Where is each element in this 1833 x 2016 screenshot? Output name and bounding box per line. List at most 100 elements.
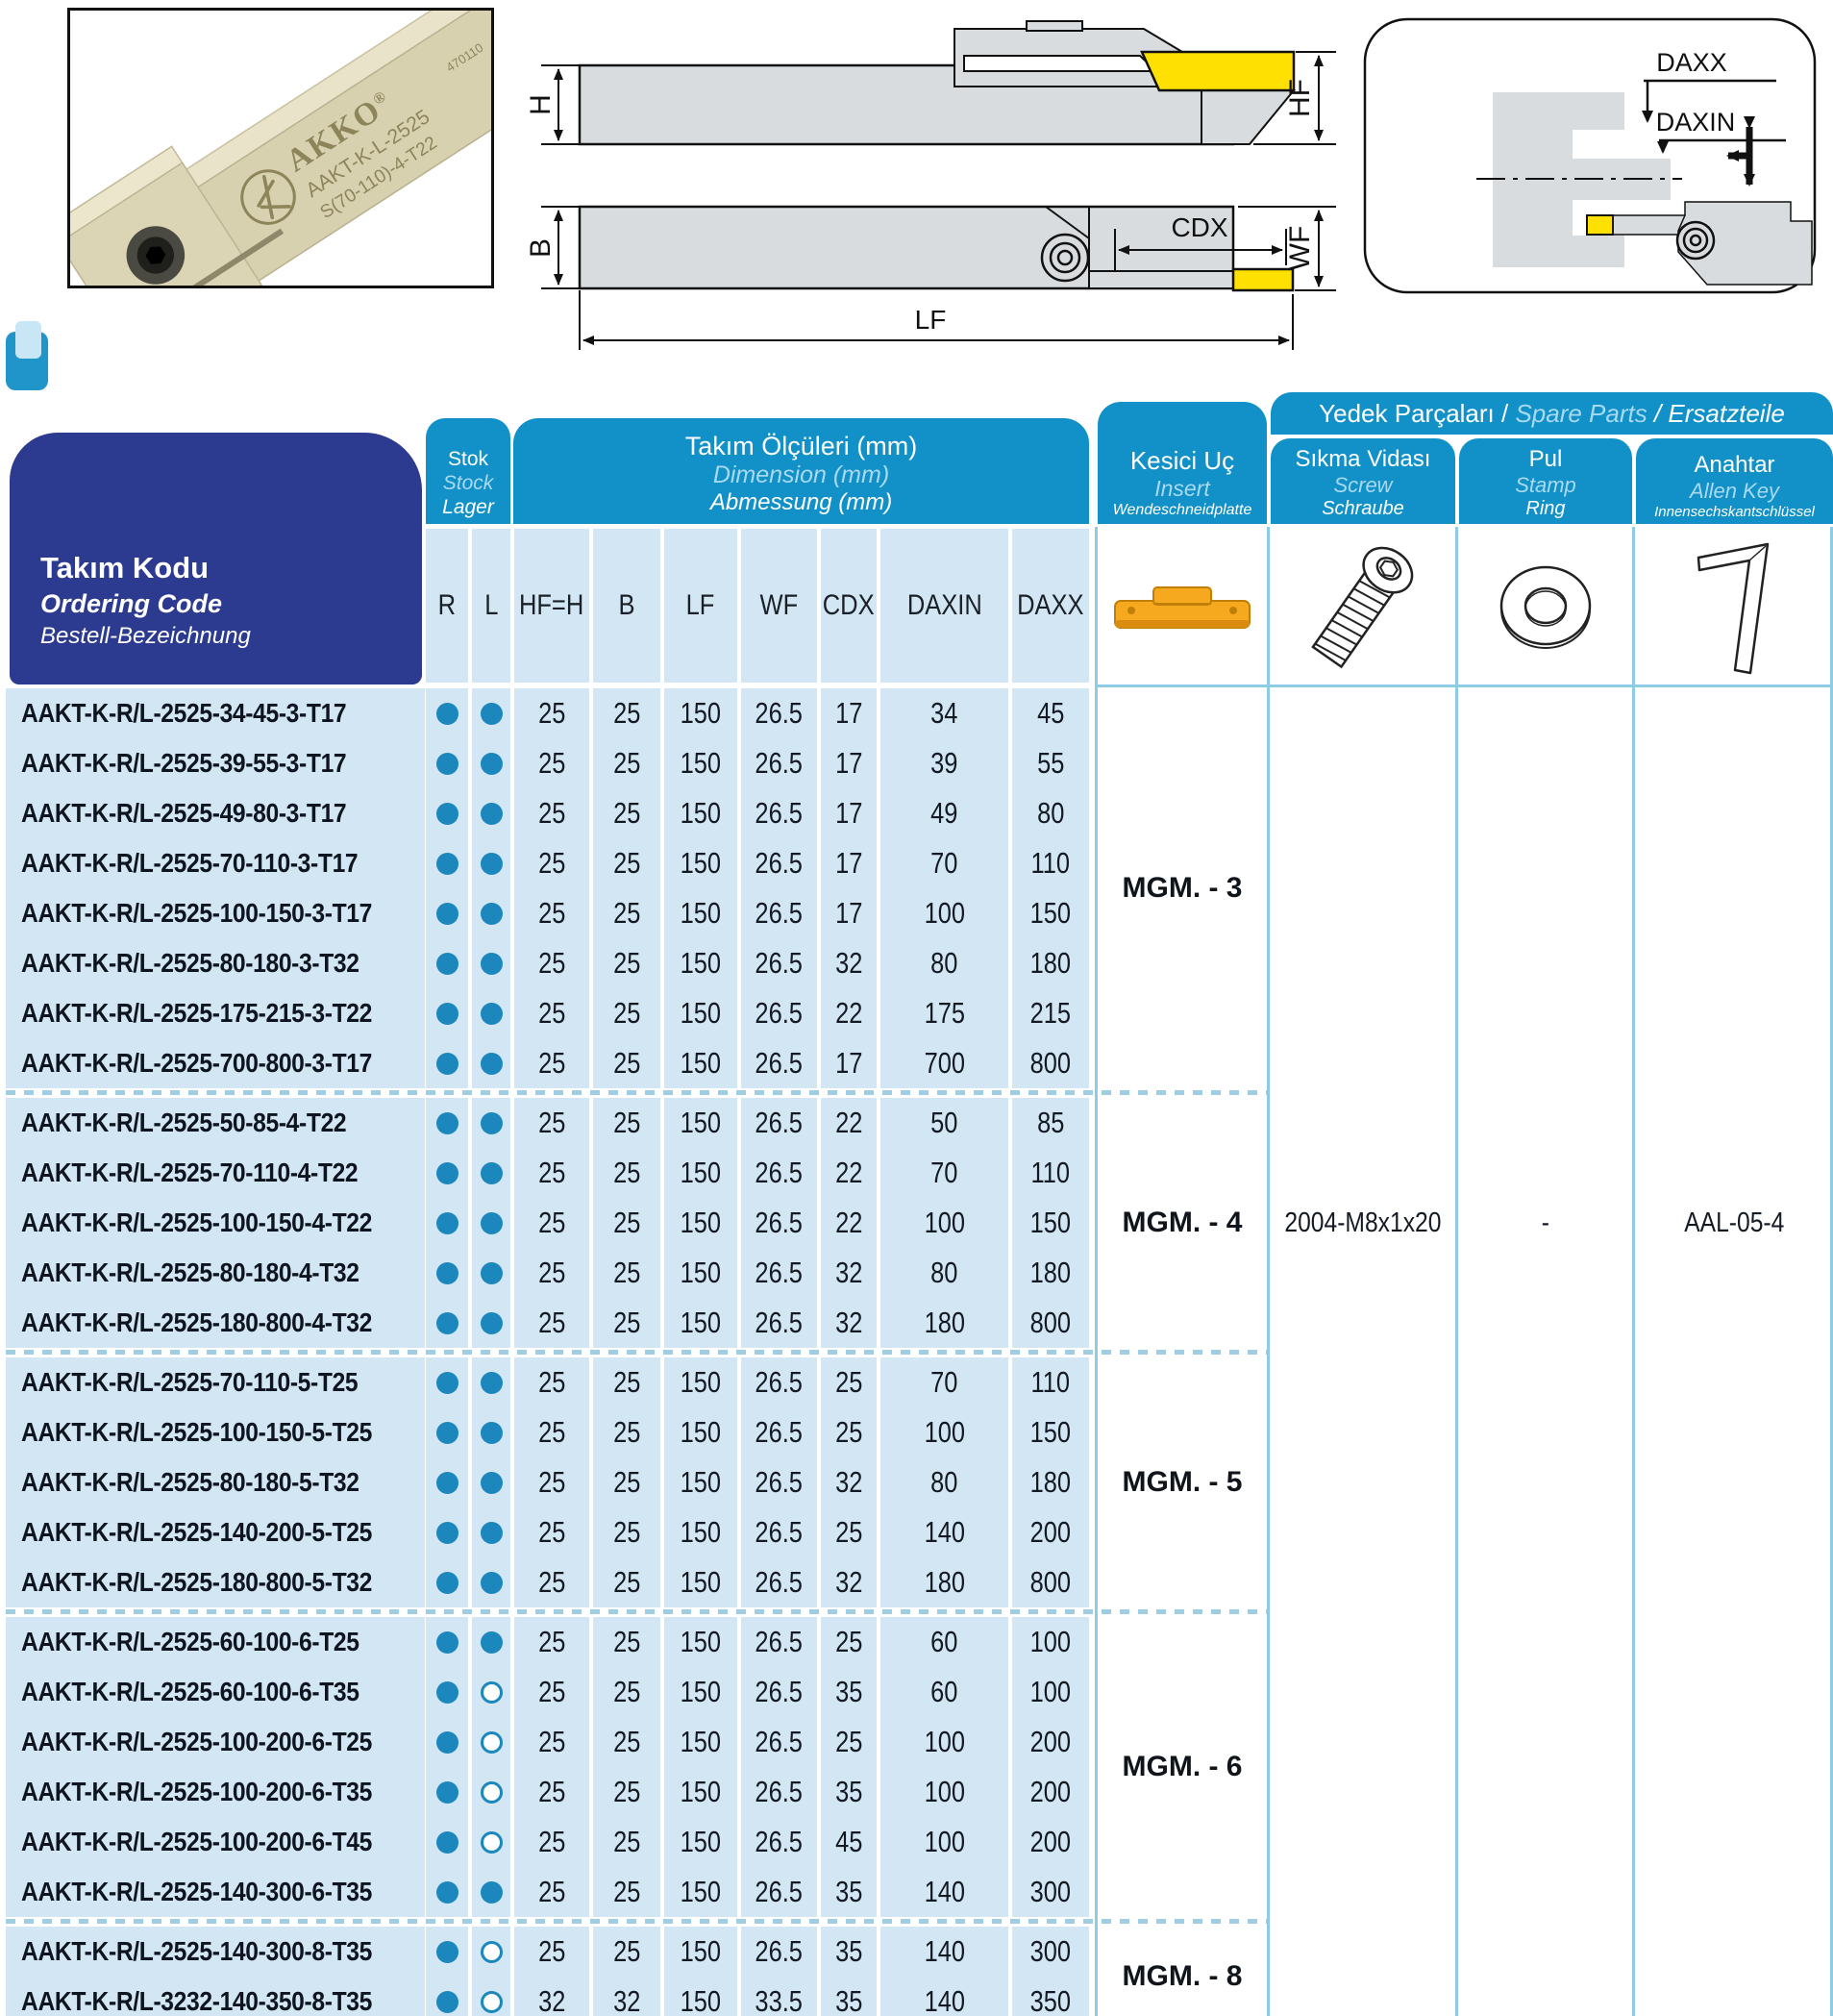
dimension-cell: 100 <box>1012 1667 1089 1717</box>
ordering-code-cell: AAKT-K-R/L-2525-60-100-6-T35 <box>6 1667 425 1717</box>
dim-label-hf: HF <box>1284 79 1316 117</box>
dimension-cell: 180 <box>880 1557 1008 1607</box>
col-label-daxx: DAXX <box>1012 529 1089 683</box>
stock-cell-l <box>472 738 510 788</box>
dimension-cell: 26.5 <box>741 1507 817 1557</box>
header-tr: Anahtar <box>1694 452 1775 478</box>
dimension-cell: 25 <box>593 1667 660 1717</box>
ring-header: Pul Stamp Ring <box>1459 438 1632 524</box>
header-tr: Pul <box>1528 446 1563 472</box>
dimension-cell: 17 <box>821 688 877 738</box>
table-row: AAKT-K-R/L-2525-175-215-3-T22 25 25 150 26.5… <box>6 988 1092 1038</box>
dimension-cell: 25 <box>514 1148 589 1198</box>
dimension-cell: 110 <box>1012 1148 1089 1198</box>
stock-cell-r <box>426 1148 468 1198</box>
dimension-cell: 25 <box>593 1357 660 1407</box>
stock-cell-r <box>426 1867 468 1917</box>
dimension-cell: 150 <box>664 1038 737 1088</box>
stock-cell-r <box>426 1667 468 1717</box>
stock-cell-r <box>426 688 468 738</box>
stock-cell-l <box>472 1357 510 1407</box>
spare-key-value: AAL-05-4 <box>1684 1207 1785 1238</box>
stock-dot-l <box>480 1471 503 1494</box>
header-en: Allen Key <box>1690 479 1779 503</box>
table-row: AAKT-K-R/L-2525-180-800-4-T32 25 25 150 26.5… <box>6 1298 1092 1348</box>
stock-dot-l <box>480 752 503 775</box>
table-row: AAKT-K-R/L-3232-140-350-8-T35 32 32 150 33.5… <box>6 1977 1092 2016</box>
product-photo: AKKO® AAKT-K-L-2525 S(70-110)-4-T22 4701… <box>67 8 494 288</box>
stock-dot-l <box>480 1261 503 1284</box>
divider <box>1267 527 1270 2016</box>
dimension-cell: 700 <box>880 1038 1008 1088</box>
header-tr: Takım Kodu <box>40 551 210 585</box>
dimension-cell: 140 <box>880 1507 1008 1557</box>
dimension-cell: 26.5 <box>741 1867 817 1917</box>
stock-cell-r <box>426 1927 468 1977</box>
dimensions-header: Takım Ölçüleri (mm) Dimension (mm) Abmes… <box>513 418 1089 524</box>
dimension-cell: 25 <box>514 738 589 788</box>
dimension-cell: 60 <box>880 1667 1008 1717</box>
dimension-cell: 35 <box>821 1927 877 1977</box>
group-separator <box>6 1919 1267 1924</box>
dimension-cell: 26.5 <box>741 888 817 938</box>
dimension-cell: 49 <box>880 788 1008 838</box>
dimension-cell: 150 <box>664 988 737 1038</box>
stock-cell-r <box>426 1557 468 1607</box>
stock-dot-l <box>480 1371 503 1394</box>
stock-header: Stok Stock Lager <box>426 418 510 524</box>
header-en: Stock <box>442 472 494 494</box>
dimension-cell: 17 <box>821 788 877 838</box>
dimension-cell: 35 <box>821 1867 877 1917</box>
header-tr: Yedek Parçaları / <box>1319 398 1509 428</box>
dimension-cell: 26.5 <box>741 1357 817 1407</box>
dimension-cell: 26.5 <box>741 988 817 1038</box>
ordering-code-cell: AAKT-K-R/L-2525-60-100-6-T25 <box>6 1617 425 1667</box>
stock-dot-l <box>480 1680 503 1704</box>
stock-dot-r <box>435 1730 458 1754</box>
stock-dot-r <box>435 952 458 975</box>
stock-dot-r <box>435 1371 458 1394</box>
stock-cell-l <box>472 988 510 1038</box>
table-row: AAKT-K-R/L-2525-700-800-3-T17 25 25 150 26.5… <box>6 1038 1092 1088</box>
dimension-cell: 25 <box>514 1557 589 1607</box>
stock-cell-r <box>426 1507 468 1557</box>
ordering-code-header: Takım Kodu Ordering Code Bestell-Bezeich… <box>10 433 422 684</box>
header-en: Spare Parts <box>1515 398 1647 428</box>
dimension-cell: 150 <box>664 888 737 938</box>
header-de: Abmessung (mm) <box>709 489 893 515</box>
stock-dot-r <box>435 852 458 875</box>
dim-label-cdx: CDX <box>1171 212 1227 242</box>
dimension-cell: 26.5 <box>741 1198 817 1248</box>
stock-cell-l <box>472 1767 510 1817</box>
stock-cell-l <box>472 1298 510 1348</box>
stock-cell-r <box>426 1817 468 1867</box>
header-en: Insert <box>1154 476 1210 501</box>
tool-head-app <box>1677 201 1813 286</box>
dimension-cell: 25 <box>593 1767 660 1817</box>
table-row: AAKT-K-R/L-2525-60-100-6-T35 25 25 150 26.5 3… <box>6 1667 1092 1717</box>
dimension-cell: 25 <box>821 1507 877 1557</box>
dimension-cell: 25 <box>514 1667 589 1717</box>
dimension-cell: 22 <box>821 1198 877 1248</box>
ordering-code-cell: AAKT-K-R/L-2525-100-150-3-T17 <box>6 888 425 938</box>
dimension-cell: 140 <box>880 1977 1008 2016</box>
table-row: AAKT-K-R/L-2525-80-180-3-T32 25 25 150 26.5 3… <box>6 938 1092 988</box>
insert-app <box>1586 214 1614 236</box>
dim-label-daxin: DAXIN <box>1656 108 1736 137</box>
dimension-cell: 25 <box>514 1248 589 1298</box>
dimension-cell: 25 <box>593 788 660 838</box>
ordering-code-cell: AAKT-K-R/L-2525-49-80-3-T17 <box>6 788 425 838</box>
stock-cell-r <box>426 1098 468 1148</box>
dimension-cell: 150 <box>1012 1198 1089 1248</box>
dimension-cell: 200 <box>1012 1817 1089 1867</box>
ordering-code-cell: AAKT-K-R/L-3232-140-350-8-T35 <box>6 1977 425 2016</box>
dimension-cell: 26.5 <box>741 1298 817 1348</box>
dimension-cell: 140 <box>880 1867 1008 1917</box>
dimension-cell: 85 <box>1012 1098 1089 1148</box>
dimension-cell: 150 <box>664 788 737 838</box>
dimension-cell: 80 <box>880 1457 1008 1507</box>
stock-dot-r <box>435 1052 458 1075</box>
stock-dot-l <box>480 1830 503 1854</box>
stock-dot-r <box>435 902 458 925</box>
dimension-cell: 80 <box>880 1248 1008 1298</box>
